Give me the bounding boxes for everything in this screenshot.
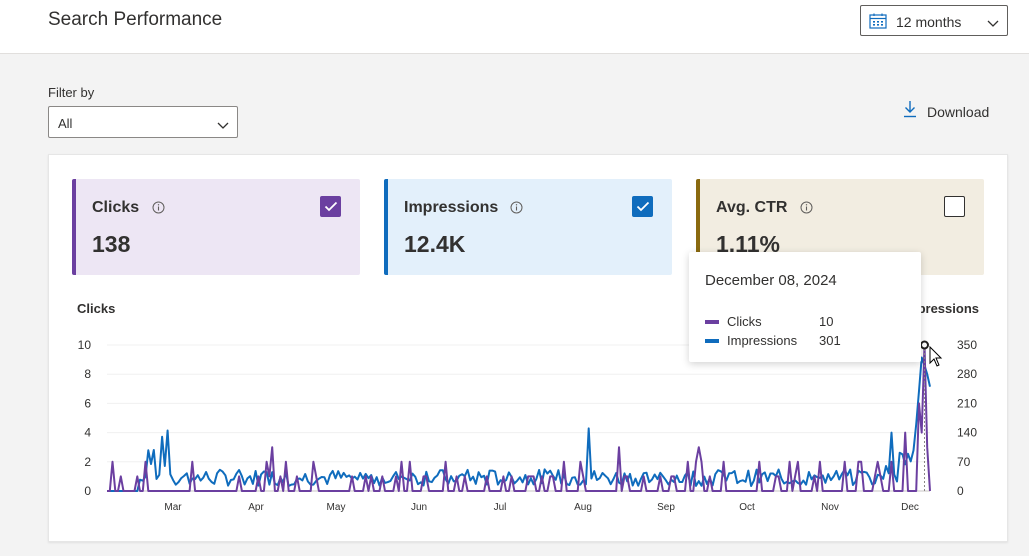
x-tick-label: May (327, 502, 346, 513)
right-tick-label: 350 (957, 338, 977, 352)
right-tick-label: 140 (957, 426, 977, 440)
left-tick-label: 8 (84, 367, 91, 381)
left-axis-title: Clicks (77, 301, 116, 316)
period-dropdown[interactable]: 12 months (860, 5, 1008, 36)
left-tick-label: 4 (84, 426, 91, 440)
x-tick-label: Jun (411, 502, 427, 513)
tooltip-series-value: 10 (819, 314, 834, 329)
x-tick-label: Jul (494, 502, 507, 513)
info-icon[interactable] (152, 201, 165, 214)
hover-point (919, 340, 929, 350)
metric-value: 138 (92, 231, 131, 257)
x-tick-label: Mar (164, 502, 182, 513)
left-tick-label: 10 (78, 338, 92, 352)
right-axis-title: Impressions (902, 301, 979, 316)
impressions-checkbox[interactable] (632, 196, 653, 217)
tooltip-row-impressions: Impressions 301 (705, 333, 905, 349)
filter-dropdown[interactable]: All (48, 106, 238, 138)
page-title: Search Performance (48, 9, 223, 30)
metric-label: Impressions (404, 199, 499, 216)
x-tick-label: Oct (739, 502, 755, 513)
download-label: Download (927, 103, 990, 120)
avg-ctr-checkbox[interactable] (944, 196, 965, 217)
checkmark-icon (324, 201, 337, 212)
cursor-icon (929, 345, 943, 367)
tooltip-row-clicks: Clicks 10 (705, 314, 905, 330)
tooltip-series-value: 301 (819, 333, 841, 348)
x-tick-label: Aug (574, 502, 592, 513)
chevron-down-icon (987, 15, 999, 33)
chart-tooltip: December 08, 2024 Clicks 10 Impressions … (689, 252, 921, 362)
impressions-line (107, 356, 931, 492)
period-label: 12 months (896, 14, 962, 30)
metric-impressions[interactable]: Impressions 12.4K (384, 179, 672, 275)
filter-value: All (58, 116, 73, 131)
download-button[interactable]: Download (903, 100, 989, 123)
x-tick-label: Dec (901, 502, 919, 513)
metric-label: Avg. CTR (716, 199, 788, 216)
clicks-checkbox[interactable] (320, 196, 341, 217)
x-tick-label: Sep (657, 502, 675, 513)
tooltip-series-name: Clicks (727, 314, 762, 329)
left-tick-label: 2 (84, 455, 91, 469)
chevron-down-icon (217, 117, 229, 135)
clicks-line (107, 344, 931, 492)
x-tick-label: Apr (248, 502, 264, 513)
info-icon[interactable] (510, 201, 523, 214)
right-tick-label: 280 (957, 367, 977, 381)
legend-swatch (705, 339, 719, 343)
x-tick-label: Nov (821, 502, 839, 513)
left-tick-label: 0 (84, 484, 91, 498)
header-bar: Search Performance 12 months (0, 0, 1029, 54)
right-tick-label: 0 (957, 484, 964, 498)
download-icon (903, 100, 917, 123)
metric-clicks[interactable]: Clicks 138 (72, 179, 360, 275)
metric-value: 12.4K (404, 231, 466, 257)
checkmark-icon (636, 201, 649, 212)
legend-swatch (705, 320, 719, 324)
filter-label: Filter by (48, 85, 95, 100)
left-tick-label: 6 (84, 396, 91, 410)
info-icon[interactable] (800, 201, 813, 214)
metric-label: Clicks (92, 199, 140, 216)
right-tick-label: 210 (957, 396, 977, 410)
calendar-icon (869, 13, 887, 29)
right-tick-label: 70 (957, 455, 971, 469)
tooltip-date: December 08, 2024 (705, 272, 837, 289)
tooltip-series-name: Impressions (727, 333, 798, 348)
